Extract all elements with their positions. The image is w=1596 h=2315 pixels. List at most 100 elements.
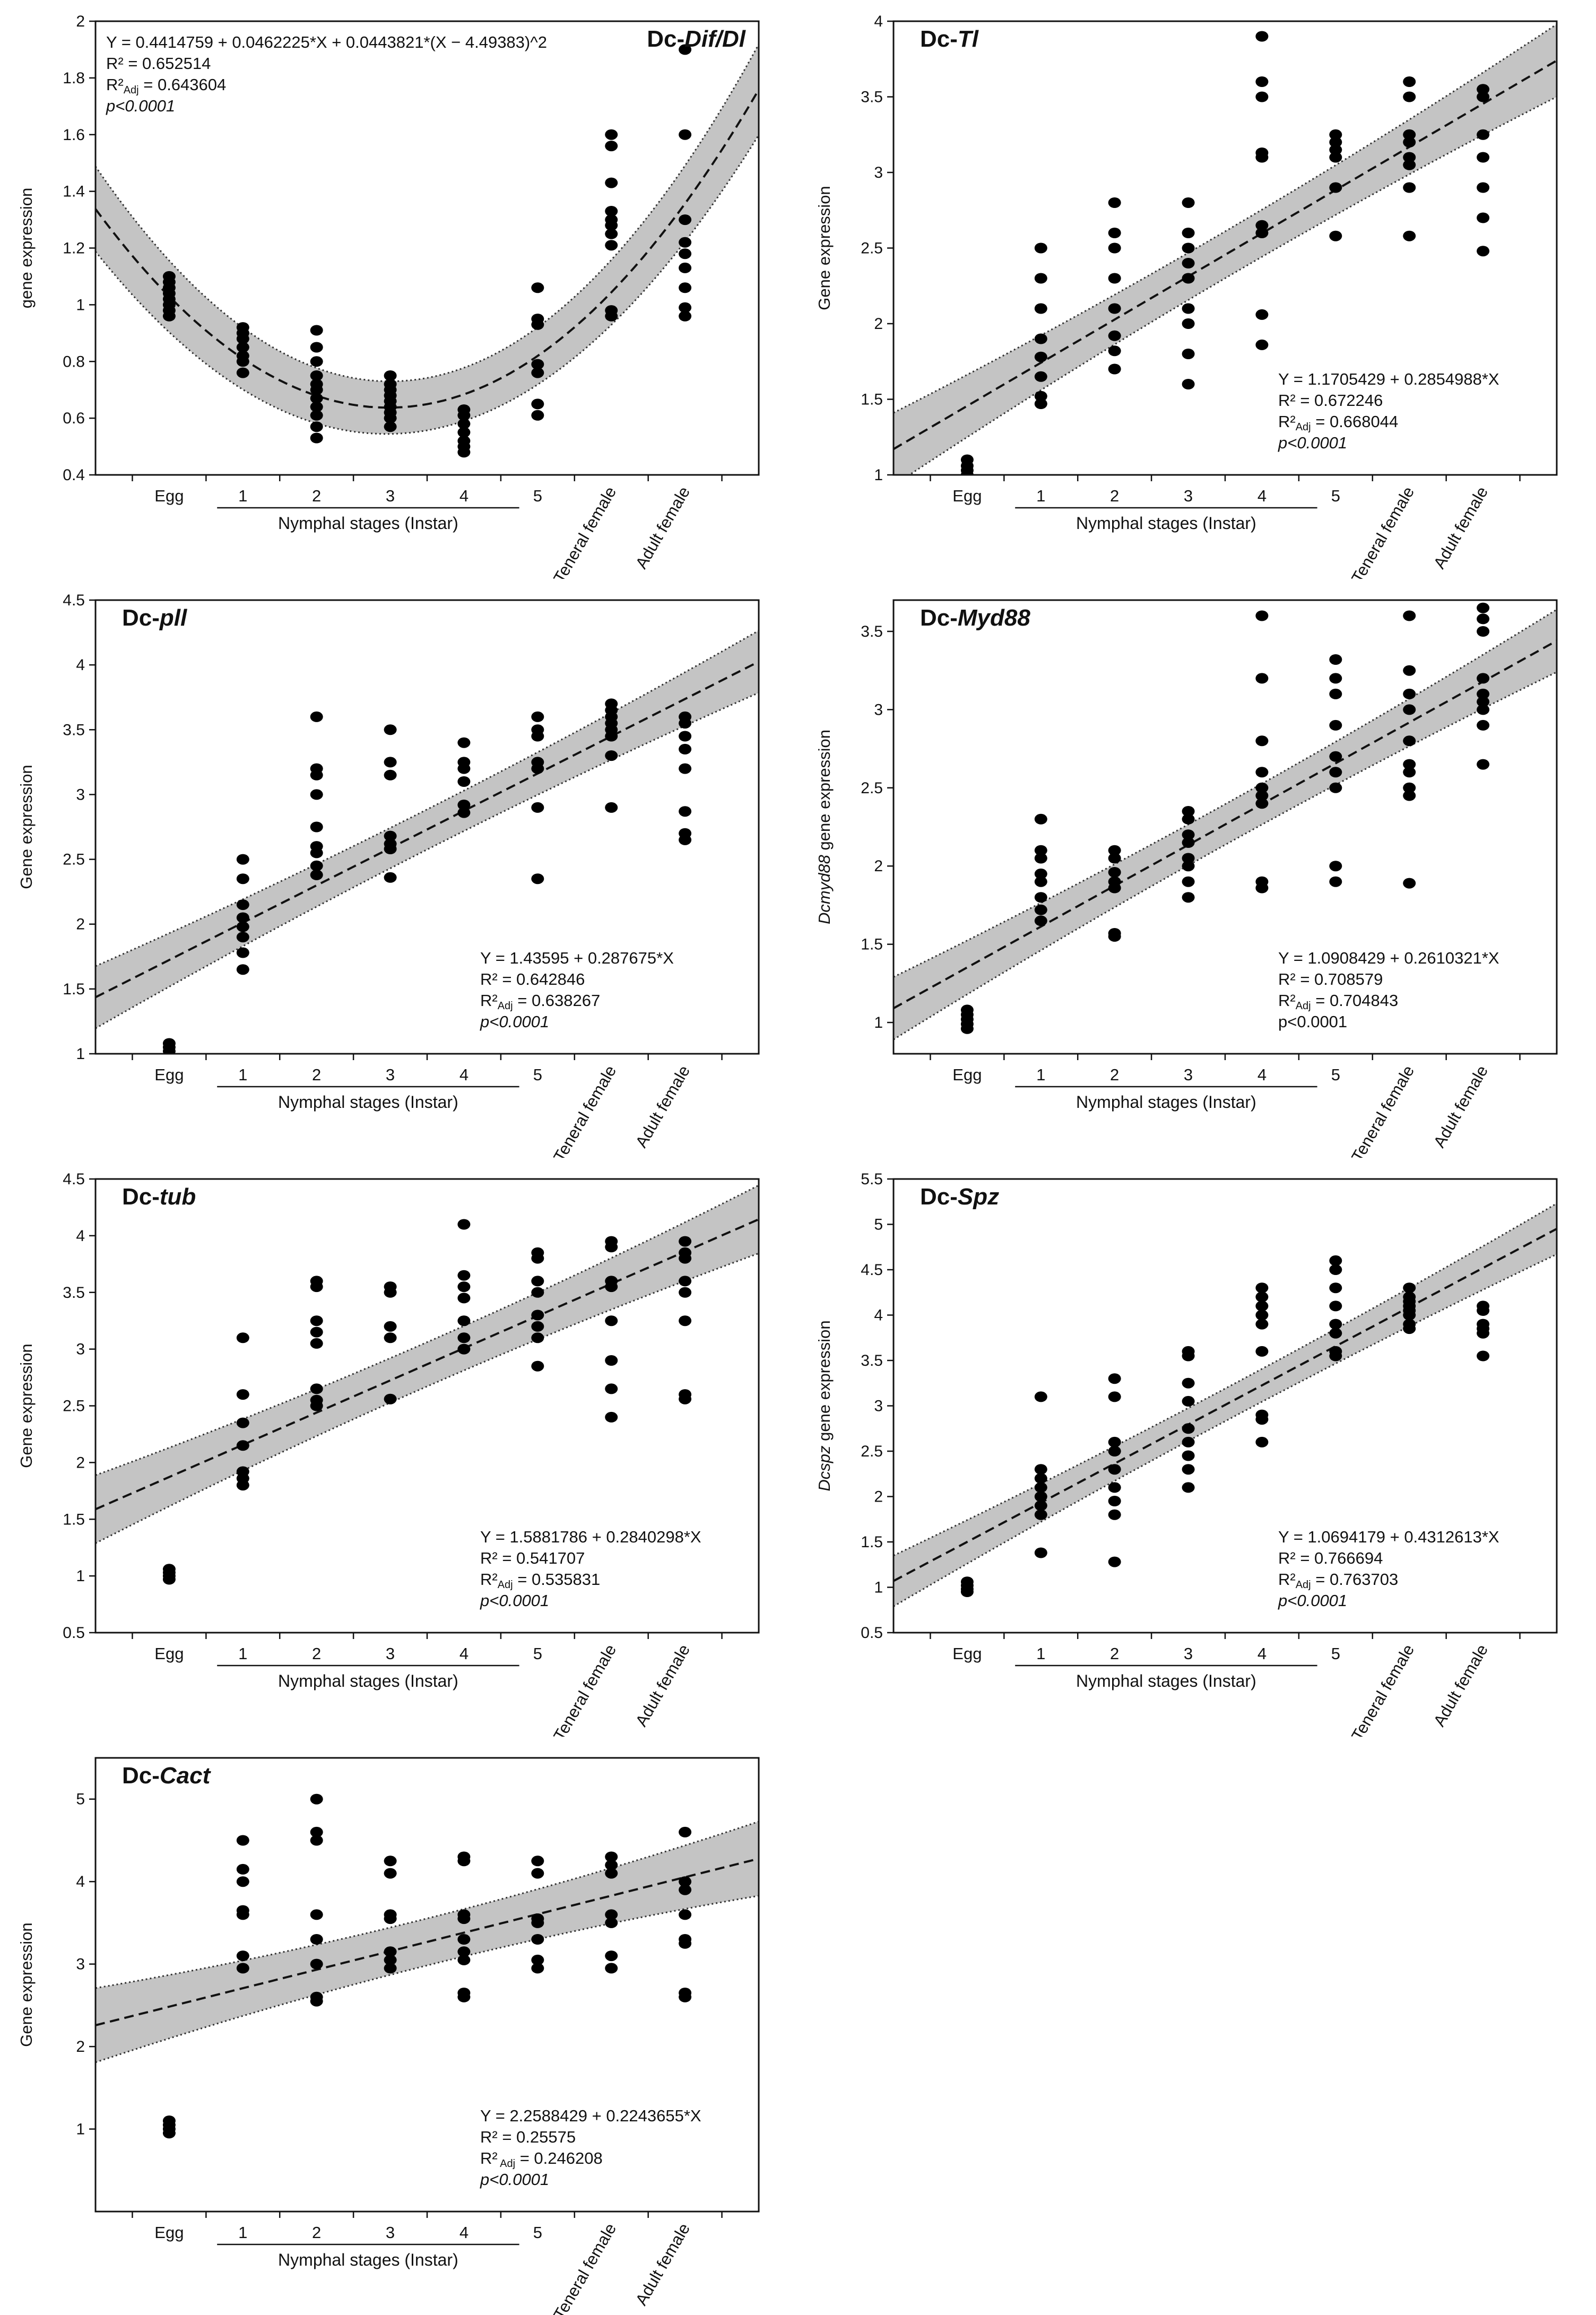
data-point [310, 1326, 323, 1338]
data-point [1477, 246, 1490, 257]
panel-title-gene: tub [160, 1184, 196, 1210]
y-tick-label: 4 [76, 656, 85, 674]
r2adj-value: = 0.535831 [513, 1570, 601, 1589]
regression-line [96, 89, 759, 409]
r2adj-prefix: R² [480, 2149, 498, 2167]
data-point [1477, 91, 1490, 102]
data-point [1108, 1482, 1121, 1493]
plot-area [894, 1202, 1557, 1607]
r-squared: R² = 0.25575 [480, 2128, 576, 2146]
panel-title-gene: Cact [160, 1763, 212, 1789]
data-point [605, 240, 618, 251]
data-point [605, 305, 618, 316]
data-point [236, 1440, 249, 1451]
data-point [236, 1950, 249, 1962]
y-tick-label: 1 [874, 1014, 883, 1031]
data-point [679, 731, 692, 742]
x-category-label: 4 [1257, 1644, 1267, 1663]
data-point [236, 342, 249, 353]
x-category-label: 3 [386, 1065, 395, 1084]
data-point [1034, 242, 1047, 254]
r2adj-prefix: R² [106, 75, 124, 94]
data-point [1182, 861, 1195, 872]
plot-area [96, 1184, 759, 1585]
data-point [1034, 868, 1047, 879]
y-tick-label: 1 [874, 1579, 883, 1597]
data-point [605, 1236, 618, 1247]
r-squared: R² = 0.541707 [480, 1549, 585, 1567]
y-tick-label: 3.5 [861, 623, 883, 640]
data-point [1403, 1319, 1416, 1330]
data-point [1329, 719, 1342, 731]
data-point [1403, 159, 1416, 170]
data-point [236, 1332, 249, 1343]
r-squared: R² = 0.652514 [106, 54, 211, 73]
data-point [679, 1315, 692, 1326]
data-point [310, 393, 323, 404]
data-point [531, 410, 544, 421]
r2adj-value: = 0.638267 [513, 991, 601, 1010]
data-point [1108, 1373, 1121, 1384]
y-tick-label: 2.5 [861, 240, 883, 257]
p-value: p<0.0001 [480, 2170, 549, 2189]
data-point [236, 899, 249, 911]
y-tick-label: 1 [76, 1045, 85, 1063]
data-point [1108, 1509, 1121, 1520]
data-point [310, 410, 323, 421]
x-category-label: 4 [459, 1644, 469, 1663]
data-point [1182, 228, 1195, 238]
data-point [605, 750, 618, 761]
data-point [679, 1988, 692, 1998]
data-point [531, 724, 544, 735]
data-point [1108, 1391, 1121, 1402]
data-point [1255, 1300, 1269, 1312]
r-squared: R² = 0.642846 [480, 970, 585, 989]
data-point [1108, 363, 1121, 375]
y-tick-label: 1.5 [861, 1533, 883, 1551]
data-point [605, 206, 618, 216]
r-squared-adjusted: R²Adj = 0.763703 [1278, 1570, 1398, 1591]
upper-ci-line [96, 1184, 759, 1476]
data-point [531, 1332, 544, 1343]
data-point [1182, 273, 1195, 284]
data-point [236, 964, 249, 975]
data-point [605, 1963, 618, 1974]
x-group-label: Nymphal stages (Instar) [278, 1093, 458, 1112]
data-point [1329, 1319, 1342, 1330]
data-point [236, 350, 249, 361]
x-category-label: 5 [533, 1644, 542, 1663]
data-point [1034, 915, 1047, 926]
data-point [1477, 602, 1490, 613]
data-point [679, 310, 692, 322]
data-point [531, 757, 544, 768]
data-point [1403, 152, 1416, 163]
y-tick-label: 5 [76, 1791, 85, 1808]
data-point [1034, 398, 1047, 409]
data-point [1108, 273, 1121, 284]
data-point [1477, 704, 1490, 715]
data-point [605, 129, 618, 140]
x-category-label: 4 [459, 487, 469, 505]
data-point [236, 854, 249, 865]
panel-title-gene: Spz [958, 1184, 999, 1210]
data-point [1403, 767, 1416, 778]
upper-ci-line [894, 609, 1557, 978]
x-category-label: 1 [1036, 1644, 1045, 1663]
regression-line [96, 1857, 759, 2026]
data-point [1477, 696, 1490, 707]
y-axis-title-text: gene expression [17, 188, 36, 309]
data-point [679, 763, 692, 774]
y-tick-label: 3 [874, 164, 883, 181]
data-point [1403, 665, 1416, 676]
data-point [1034, 273, 1047, 284]
data-point [1403, 230, 1416, 241]
data-point [457, 776, 471, 787]
data-point [679, 237, 692, 248]
y-axis-title-text: gene expression [815, 1320, 834, 1445]
data-point [1182, 1450, 1195, 1461]
x-group-label: Nymphal stages (Instar) [1076, 514, 1256, 533]
y-tick-label: 4 [76, 1873, 85, 1891]
data-point [531, 1934, 544, 1945]
data-point [310, 432, 323, 444]
data-point [1182, 1377, 1195, 1389]
